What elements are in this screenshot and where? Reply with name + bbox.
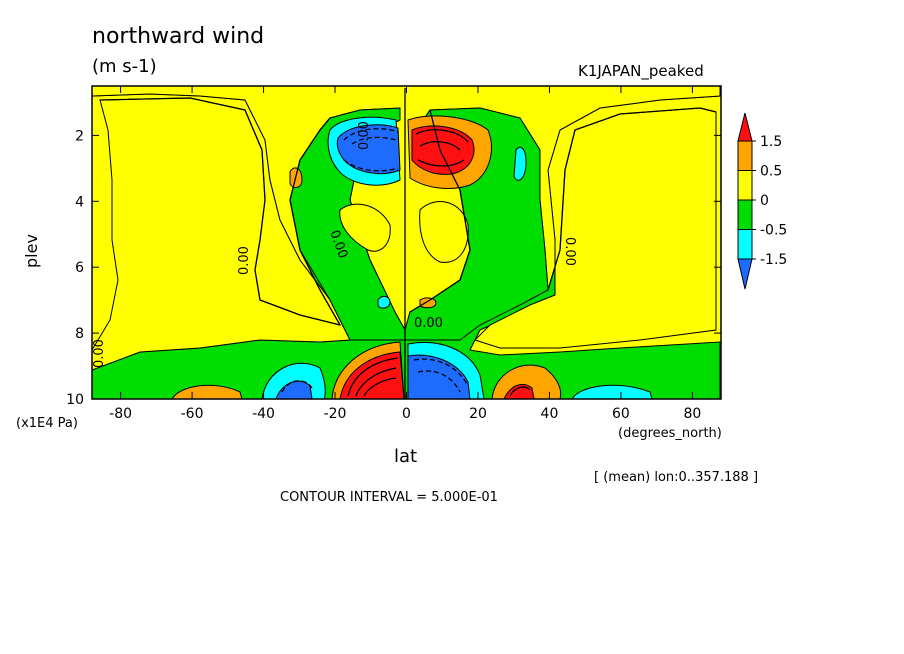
colorbar-label: 0: [760, 193, 769, 209]
y-tick-label: 6: [75, 260, 84, 276]
contour-labels: 0.00 0.00 0.00 0.00 0.00 0.00: [92, 121, 577, 368]
x-tick-label: 0: [402, 406, 411, 422]
contour-label: 0.00: [414, 316, 443, 331]
region-negative-upper-blue: [336, 124, 401, 175]
x-tick-label: 60: [612, 406, 630, 422]
region-negative-small-cyan: [513, 146, 527, 181]
chart-units: (m s-1): [92, 56, 157, 77]
colorbar-bin: [737, 140, 753, 171]
contour-interval-note: CONTOUR INTERVAL = 5.000E-01: [280, 490, 498, 505]
contour-label: 0.00: [237, 246, 252, 275]
x-axis-unit: (degrees_north): [618, 426, 722, 441]
colorbar-label: -1.5: [760, 252, 787, 268]
x-tick-label: 20: [469, 406, 487, 422]
contour-label: 0.00: [92, 339, 107, 368]
colorbar-bin: [737, 258, 753, 290]
region-positive-blob-right: [419, 201, 469, 263]
x-tick-label: 80: [683, 406, 701, 422]
x-tick-label: 40: [541, 406, 559, 422]
colorbar-label: 0.5: [760, 164, 782, 180]
negative-contour-upper: [343, 128, 399, 172]
positive-contour-upper: [415, 129, 469, 167]
region-negative-lower-blue: [407, 354, 471, 399]
colorbar-bin: [737, 170, 753, 201]
model-name: K1JAPAN_peaked: [578, 62, 704, 80]
region-positive-lower-red: [339, 351, 405, 399]
mean-note: [ (mean) lon:0..357.188 ]: [594, 470, 759, 485]
colorbar-label: 1.5: [760, 134, 782, 150]
y-tick-label: 8: [75, 326, 84, 342]
contour-label: 0.00: [357, 121, 372, 150]
y-tick-label: 10: [66, 392, 84, 408]
colorbar-bin: [737, 112, 753, 142]
negative-contour-lower: [281, 358, 469, 393]
region-positive-blob-left: [339, 203, 391, 252]
colorbar: 1.5 0.5 0 -0.5 -1.5: [737, 112, 787, 290]
colorbar-bin: [737, 199, 753, 230]
zero-contour-east: [547, 107, 717, 291]
region-positive-small-orange-center: [419, 297, 437, 309]
y-tick-label: 4: [75, 194, 84, 210]
x-tick-label: -40: [252, 406, 275, 422]
colorbar-label: -0.5: [760, 223, 787, 239]
y-axis-unit: (x1E4 Pa): [16, 416, 78, 431]
region-negative-small-cyan-center: [377, 295, 391, 309]
zero-contour-center: [289, 109, 471, 326]
x-axis-label: lat: [394, 446, 418, 467]
x-tick-label: -80: [109, 406, 132, 422]
y-tick-label: 2: [75, 128, 84, 144]
plot-area: [92, 86, 721, 399]
region-negative-lower-cyan-se: [571, 384, 653, 399]
region-positive-upper-red: [411, 125, 475, 175]
y-axis: 2 4 6 8 10: [66, 128, 721, 408]
colorbar-bin: [737, 229, 753, 260]
x-axis: -80 -60 -40 -20 0 20 40 60 80: [109, 86, 701, 422]
contour-label: 0.00: [562, 237, 577, 266]
x-tick-label: -60: [181, 406, 204, 422]
chart-title: northward wind: [92, 24, 265, 49]
x-tick-label: -20: [324, 406, 347, 422]
positive-contour-lower: [347, 357, 531, 397]
region-positive-lower-orange-sw: [171, 384, 243, 399]
zero-contour-west: [99, 97, 341, 326]
